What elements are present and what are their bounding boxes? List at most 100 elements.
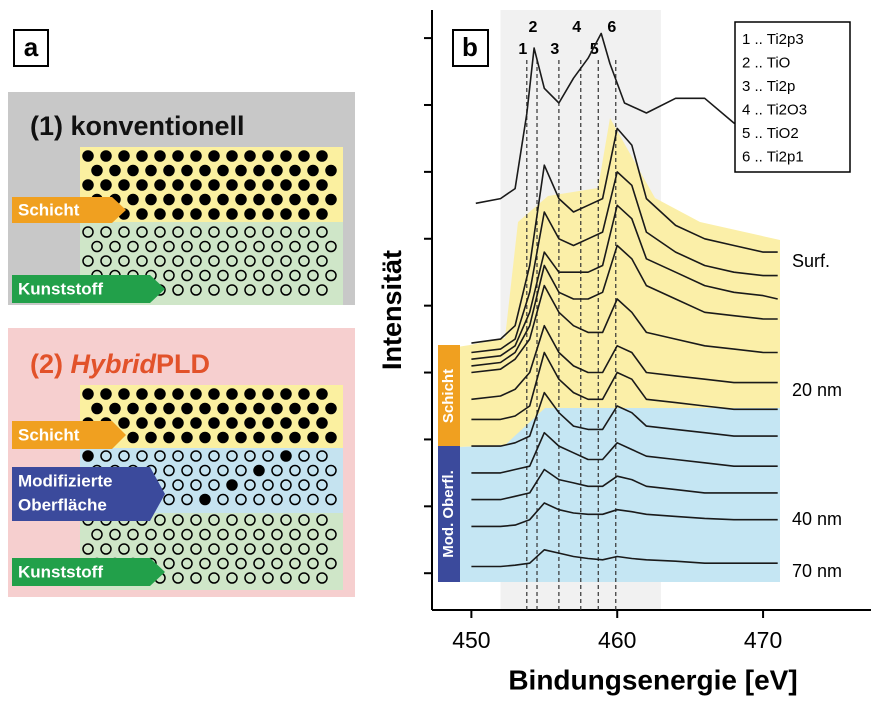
atom (254, 433, 264, 443)
atom (101, 151, 111, 161)
atom (227, 151, 237, 161)
atom (182, 195, 192, 205)
atom (164, 166, 174, 176)
atom (227, 209, 237, 219)
atom (119, 418, 129, 428)
atom (326, 166, 336, 176)
atom (101, 389, 111, 399)
atom (317, 389, 327, 399)
atom (272, 195, 282, 205)
atom (227, 480, 237, 490)
atom (299, 209, 309, 219)
atom (173, 418, 183, 428)
atom (290, 166, 300, 176)
x-axis-title: Bindungsenergie [eV] (508, 664, 797, 695)
atom (236, 195, 246, 205)
atom (272, 404, 282, 414)
atom (308, 433, 318, 443)
arrow-label: Kunststoff (18, 279, 103, 298)
arrow-label: Modifizierte (18, 471, 112, 490)
atom (317, 180, 327, 190)
figure: a (1) konventionell (2) HybridPLD Schich… (0, 0, 871, 701)
legend-entry: 2 .. TiO (742, 54, 790, 71)
atom (299, 389, 309, 399)
legend-entry: 4 .. Ti2O3 (742, 101, 807, 118)
atom (164, 433, 174, 443)
atom (281, 418, 291, 428)
atom (146, 166, 156, 176)
atom (236, 166, 246, 176)
atom (155, 209, 165, 219)
atom (83, 389, 93, 399)
atom (155, 418, 165, 428)
atom (200, 433, 210, 443)
x-tick-label: 450 (452, 627, 490, 653)
arrow-label: Schicht (18, 425, 80, 444)
atom (191, 418, 201, 428)
atom (164, 404, 174, 414)
atom (182, 404, 192, 414)
atom (245, 180, 255, 190)
atom (191, 180, 201, 190)
atom (245, 418, 255, 428)
atom (173, 151, 183, 161)
atom (227, 418, 237, 428)
atom (110, 166, 120, 176)
atom (209, 180, 219, 190)
section-title: (2) HybridPLD (30, 349, 210, 379)
atom (218, 433, 228, 443)
atom (146, 195, 156, 205)
atom (227, 389, 237, 399)
side-label: Mod. Oberfl. (440, 470, 457, 558)
atom (146, 433, 156, 443)
atom (128, 433, 138, 443)
reference-label: 1 (518, 41, 527, 58)
atom (137, 389, 147, 399)
atom (83, 180, 93, 190)
atom (209, 151, 219, 161)
section-title: (1) konventionell (30, 111, 245, 141)
atom (263, 180, 273, 190)
atom (299, 418, 309, 428)
annotation: 70 nm (792, 561, 842, 581)
atom (83, 451, 93, 461)
atom (92, 404, 102, 414)
x-tick-label: 470 (744, 627, 782, 653)
atom (155, 180, 165, 190)
atom (191, 209, 201, 219)
annotation: 40 nm (792, 509, 842, 529)
atom (227, 180, 237, 190)
atom (137, 209, 147, 219)
annotation: Surf. (792, 251, 830, 271)
atom (245, 389, 255, 399)
arrow-label: Kunststoff (18, 562, 103, 581)
atom (209, 389, 219, 399)
atom (281, 151, 291, 161)
atom (218, 195, 228, 205)
atom (326, 404, 336, 414)
reference-label: 6 (607, 19, 616, 36)
atom (173, 209, 183, 219)
atom (317, 151, 327, 161)
panel-label: b (462, 32, 478, 62)
reference-label: 5 (590, 41, 599, 58)
atom (119, 180, 129, 190)
atom (110, 404, 120, 414)
atom (263, 209, 273, 219)
atom (281, 180, 291, 190)
atom (200, 166, 210, 176)
atom (155, 151, 165, 161)
atom (146, 404, 156, 414)
atom (290, 195, 300, 205)
section-number: (2) (30, 349, 63, 379)
reference-label: 4 (572, 19, 581, 36)
atom (191, 151, 201, 161)
reference-label: 3 (550, 41, 559, 58)
atom (245, 151, 255, 161)
arrow-label: Oberfläche (18, 495, 107, 514)
atom (83, 151, 93, 161)
atom (254, 404, 264, 414)
legend-entry: 1 .. Ti2p3 (742, 31, 804, 48)
atom (92, 166, 102, 176)
atom (299, 180, 309, 190)
